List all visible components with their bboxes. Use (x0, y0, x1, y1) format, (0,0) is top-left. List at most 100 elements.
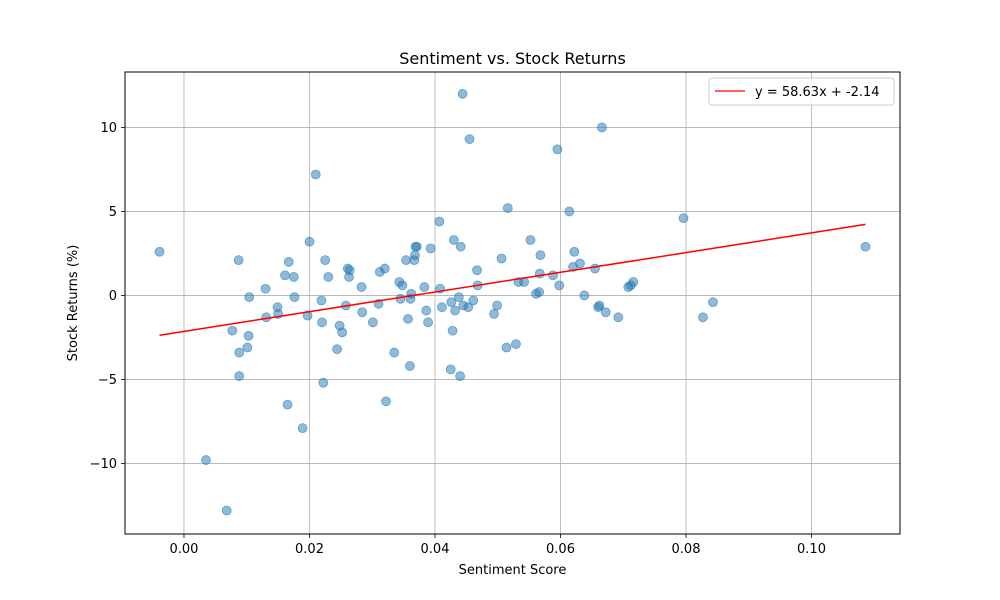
scatter-point (242, 342, 253, 353)
scatter-point (564, 206, 575, 217)
scatter-point (302, 310, 313, 321)
fit-line (159, 223, 866, 336)
scatter-point (316, 295, 327, 306)
scatter-point (310, 169, 321, 180)
fit-line-layer (159, 223, 866, 336)
scatter-point (332, 344, 343, 355)
scatter-point (455, 371, 466, 381)
scatter-point (455, 241, 466, 252)
scatter-point (421, 305, 432, 316)
scatter-point (453, 292, 464, 303)
scatter-point (397, 280, 408, 291)
legend: y = 58.63x + -2.14 (708, 77, 895, 106)
scatter-point (367, 317, 378, 328)
scatter-point (437, 302, 447, 313)
scatter-point (403, 314, 413, 324)
scatter-point (594, 300, 605, 311)
scatter-point (860, 241, 871, 252)
scatter-point (423, 317, 433, 328)
scatter-point (468, 295, 479, 306)
chart-title: Sentiment vs. Stock Returns (399, 49, 626, 68)
scatter-point (410, 250, 420, 261)
scatter-point (445, 364, 456, 375)
plot-frame (124, 71, 901, 535)
scatter-point (401, 255, 412, 266)
scatter-point (288, 272, 299, 282)
x-axis-label: Sentiment Score (459, 563, 567, 578)
axis-ticks: 0.00 0.02 0.04 0.06 0.08 0.10 −10 −5 0 5 10 (90, 121, 826, 557)
x-tick-label: 0.06 (546, 542, 575, 557)
scatter-point (419, 282, 430, 292)
scatter-point (356, 282, 367, 292)
scatter-point (233, 255, 244, 266)
scatter-point (678, 213, 689, 224)
grid-lines (125, 72, 900, 534)
x-tick-label: 0.10 (797, 542, 826, 557)
scatter-point (446, 297, 457, 308)
scatter-point (548, 270, 558, 281)
scatter-point (395, 293, 406, 304)
scatter-point (283, 256, 294, 267)
legend-label: y = 58.63x + -2.14 (755, 85, 880, 100)
scatter-point (575, 258, 585, 269)
scatter-point (227, 325, 238, 336)
scatter-point (234, 347, 245, 358)
scatter-point (243, 330, 254, 341)
scatter-point (381, 396, 391, 407)
scatter-point (590, 263, 600, 274)
scatter-point (337, 327, 348, 338)
scatter-point (320, 255, 331, 266)
data-points (154, 88, 871, 516)
scatter-point (579, 290, 590, 301)
scatter-point (357, 307, 368, 318)
scatter-point (628, 277, 639, 287)
scatter-point (282, 399, 293, 410)
scatter-point (569, 246, 580, 257)
scatter-point (511, 339, 521, 350)
scatter-point (434, 216, 445, 227)
x-tick-label: 0.04 (421, 542, 450, 557)
scatter-point (234, 371, 245, 381)
y-tick-label: 0 (109, 289, 117, 304)
scatter-point (154, 246, 165, 257)
scatter-point (280, 270, 290, 281)
y-tick-label: 10 (100, 121, 117, 136)
scatter-point (425, 243, 436, 254)
scatter-point (244, 292, 255, 303)
scatter-point (464, 134, 475, 145)
scatter-point (496, 253, 507, 264)
y-tick-label: −10 (90, 457, 117, 472)
scatter-point (463, 302, 474, 313)
scatter-point (450, 305, 460, 316)
scatter-point (304, 236, 315, 247)
scatter-point (344, 265, 355, 276)
scatter-point (535, 250, 546, 261)
y-tick-label: 5 (109, 205, 117, 220)
scatter-point (289, 292, 300, 303)
x-tick-label: 0.08 (672, 542, 701, 557)
scatter-point (297, 423, 308, 434)
scatter-point (698, 312, 708, 323)
scatter-point (600, 307, 611, 318)
scatter-point (552, 144, 563, 155)
scatter-point (318, 377, 329, 388)
scatter-point (501, 342, 512, 353)
scatter-point (492, 300, 503, 311)
scatter-point (597, 122, 607, 133)
x-tick-label: 0.00 (170, 542, 199, 557)
x-tick-label: 0.02 (295, 542, 324, 557)
scatter-point (389, 347, 400, 358)
y-axis-label: Stock Returns (%) (66, 245, 81, 362)
scatter-point (260, 283, 271, 294)
scatter-point (447, 325, 458, 336)
scatter-point (317, 317, 327, 328)
scatter-point (379, 263, 390, 274)
scatter-point (525, 235, 536, 245)
scatter-point (502, 203, 513, 213)
scatter-point (554, 280, 565, 291)
scatter-point (323, 272, 334, 282)
scatter-point (613, 312, 624, 323)
scatter-point (448, 235, 459, 245)
legend-box (708, 77, 895, 106)
